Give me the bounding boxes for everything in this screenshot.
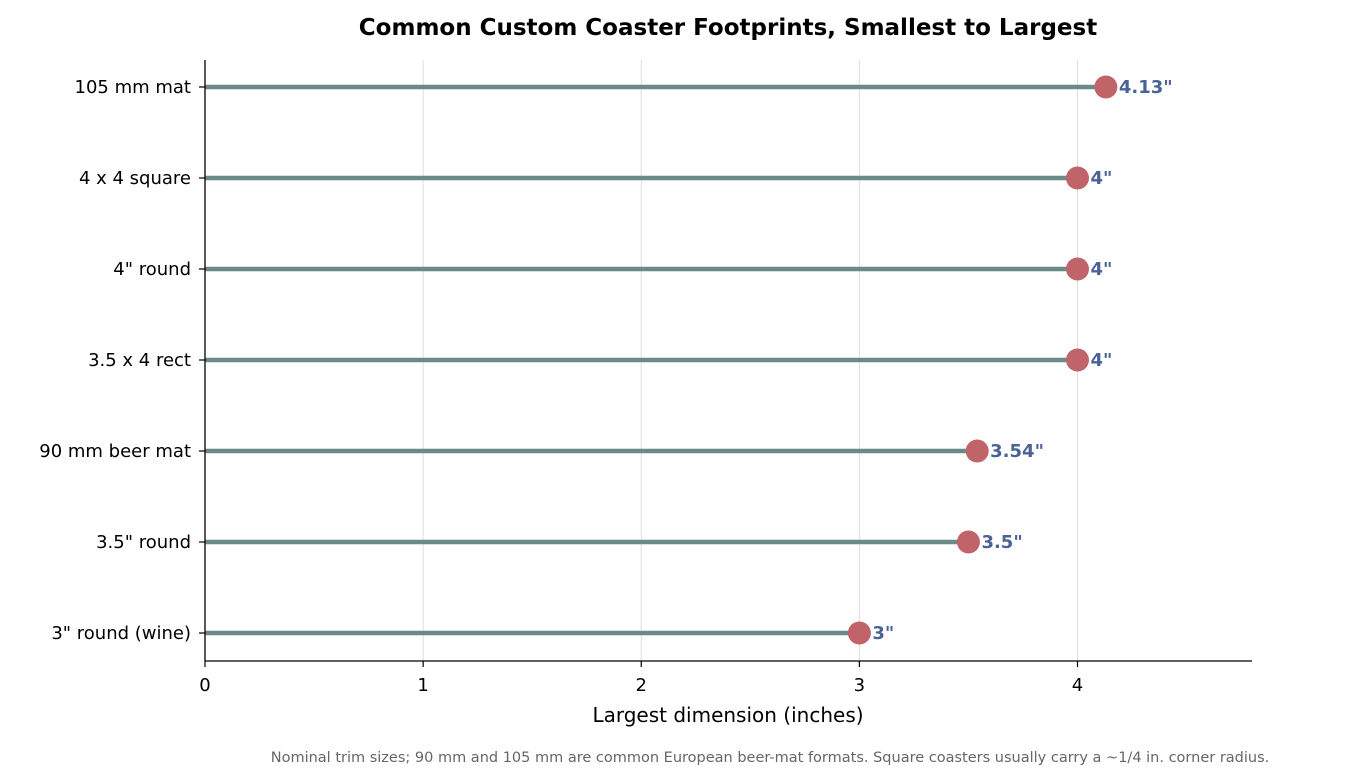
data-label: 4"	[1091, 259, 1113, 280]
x-tick-label: 1	[417, 675, 428, 696]
y-tick-label: 4" round	[113, 259, 191, 280]
y-tick-label: 4 x 4 square	[79, 168, 191, 189]
x-tick-label: 4	[1072, 675, 1083, 696]
lollipop-marker	[956, 530, 980, 554]
lollipop-stems	[205, 84, 1106, 636]
data-label: 4.13"	[1119, 77, 1173, 98]
x-tick-label: 3	[854, 675, 865, 696]
lollipop-markers	[847, 75, 1118, 645]
lollipop-marker	[965, 439, 989, 463]
data-labels: 3" 3.5" 3.54" 4" 4" 4" 4.13"	[872, 77, 1172, 644]
data-label: 4"	[1091, 168, 1113, 189]
lollipop-marker	[1094, 75, 1118, 99]
lollipop-marker	[847, 621, 871, 645]
data-label: 4"	[1091, 350, 1113, 371]
lollipop-marker	[1066, 257, 1089, 281]
chart-title: Common Custom Coaster Footprints, Smalle…	[359, 15, 1097, 41]
y-tick-label: 3" round (wine)	[51, 623, 191, 644]
data-label: 3.54"	[990, 441, 1044, 462]
x-tick-label: 2	[636, 675, 647, 696]
lollipop-marker	[1066, 166, 1089, 190]
x-axis-label: Largest dimension (inches)	[592, 703, 863, 727]
y-ticks: 3" round (wine) 3.5" round 90 mm beer mat 3…	[39, 77, 205, 644]
y-tick-label: 90 mm beer mat	[39, 441, 191, 462]
y-tick-label: 3.5" round	[96, 532, 191, 553]
x-ticks: 0 1 2 3 4	[199, 661, 1083, 696]
lollipop-marker	[1066, 348, 1089, 372]
y-tick-label: 3.5 x 4 rect	[88, 350, 191, 371]
data-label: 3"	[872, 623, 894, 644]
x-tick-label: 0	[199, 675, 210, 696]
y-tick-label: 105 mm mat	[75, 77, 192, 98]
footnote: Nominal trim sizes; 90 mm and 105 mm are…	[271, 750, 1270, 766]
data-label: 3.5"	[981, 532, 1022, 553]
